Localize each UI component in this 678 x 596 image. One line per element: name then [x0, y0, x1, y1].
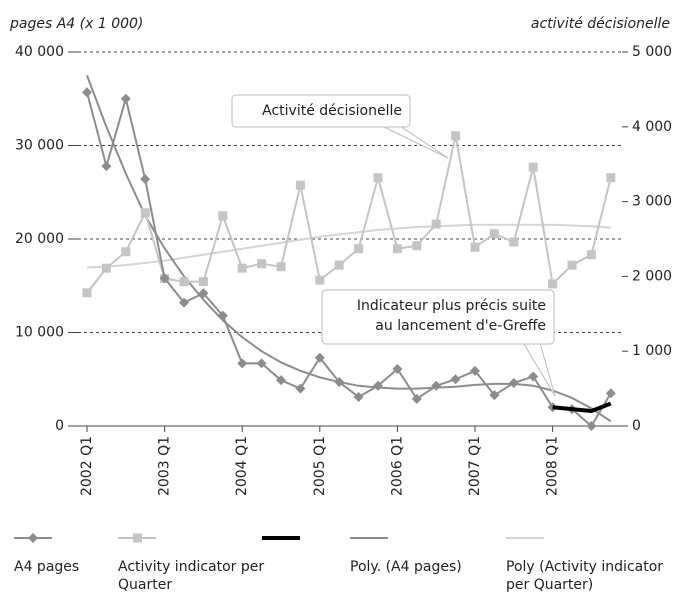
callout-box: [231, 94, 411, 128]
marker: [606, 173, 616, 183]
marker: [354, 244, 364, 254]
marker: [257, 259, 267, 269]
marker: [334, 377, 345, 388]
legend-label: A4 pages: [14, 559, 80, 575]
y2-tick-label: 2 000: [632, 268, 672, 284]
marker: [159, 273, 170, 284]
x-tick-label: 2005 Q1: [312, 436, 328, 496]
annotation: Activité décisionelle: [262, 103, 402, 119]
marker: [412, 241, 422, 251]
marker: [217, 310, 228, 321]
marker: [276, 375, 286, 386]
marker: [140, 174, 151, 185]
marker: [101, 161, 112, 172]
marker: [140, 208, 150, 218]
marker: [528, 162, 538, 172]
x-tick-label: 2007 Q1: [467, 436, 483, 496]
callout-box: [321, 289, 555, 345]
y2-tick-label: 3 000: [632, 194, 672, 210]
y-axis-label: pages A4 (x 1 000): [9, 16, 143, 32]
marker: [120, 93, 131, 104]
series-line: [552, 401, 612, 414]
y2-tick-label: 1 000: [632, 343, 672, 359]
y-tick-label: 30 000: [15, 138, 64, 154]
y2-tick-label: 4 000: [632, 119, 672, 135]
marker: [198, 277, 208, 287]
marker: [121, 247, 131, 257]
marker: [295, 383, 306, 394]
y-tick-label: 10 000: [15, 325, 64, 341]
marker: [489, 390, 500, 401]
marker: [567, 260, 577, 270]
marker: [315, 275, 325, 285]
marker: [411, 393, 422, 404]
marker: [101, 263, 111, 273]
series-line: [86, 91, 612, 427]
marker: [237, 358, 248, 369]
marker: [586, 421, 597, 431]
marker: [489, 229, 499, 239]
marker: [586, 250, 596, 260]
legend-marker: [28, 533, 38, 543]
marker: [373, 380, 383, 391]
marker: [470, 242, 480, 252]
legend-marker: [133, 533, 142, 543]
marker: [179, 277, 189, 287]
marker: [373, 173, 383, 183]
x-tick-label: 2004 Q1: [234, 436, 250, 496]
marker: [451, 131, 461, 141]
marker: [276, 262, 286, 272]
x-tick-label: 2008 Q1: [545, 436, 561, 496]
y-tick-label: 20 000: [15, 231, 64, 247]
marker: [431, 219, 441, 229]
legend-label: Poly. (A4 pages): [350, 559, 462, 575]
marker: [179, 297, 189, 308]
marker: [470, 365, 480, 376]
marker: [314, 352, 325, 363]
y2-tick-label: 0: [632, 418, 641, 434]
series-line: [86, 75, 612, 423]
marker: [509, 237, 519, 247]
x-tick-label: 2003 Q1: [157, 436, 173, 496]
marker: [256, 358, 267, 369]
x-tick-label: 2006 Q1: [389, 436, 405, 496]
callout-pointer: [383, 125, 449, 159]
series-line: [86, 223, 611, 269]
marker: [605, 388, 616, 399]
marker: [548, 279, 558, 289]
callout-pointer: [523, 342, 556, 397]
marker: [198, 288, 209, 299]
y-tick-label: 40 000: [15, 44, 64, 60]
marker: [508, 377, 519, 388]
marker: [450, 374, 461, 385]
y2-axis-label: activité décisionelle: [531, 16, 670, 32]
marker: [392, 363, 403, 374]
legend-label: Poly (Activity indicator per Quarter): [506, 559, 664, 593]
marker: [82, 288, 92, 298]
marker: [295, 180, 305, 190]
marker: [334, 260, 344, 270]
marker: [431, 380, 442, 391]
marker: [353, 392, 364, 403]
annotation: au lancement d'e-Greffe: [375, 318, 546, 334]
y-tick-label: 0: [55, 418, 64, 434]
marker: [237, 263, 247, 273]
marker: [528, 371, 539, 382]
legend-label: Activity indicator per Quarter: [118, 559, 265, 593]
marker: [392, 244, 402, 254]
series-line: [86, 134, 612, 294]
y2-tick-label: 5 000: [632, 44, 672, 60]
marker: [82, 87, 92, 98]
marker: [218, 211, 228, 221]
annotation: Indicateur plus précis suite: [357, 298, 546, 314]
x-tick-label: 2002 Q1: [79, 436, 95, 496]
